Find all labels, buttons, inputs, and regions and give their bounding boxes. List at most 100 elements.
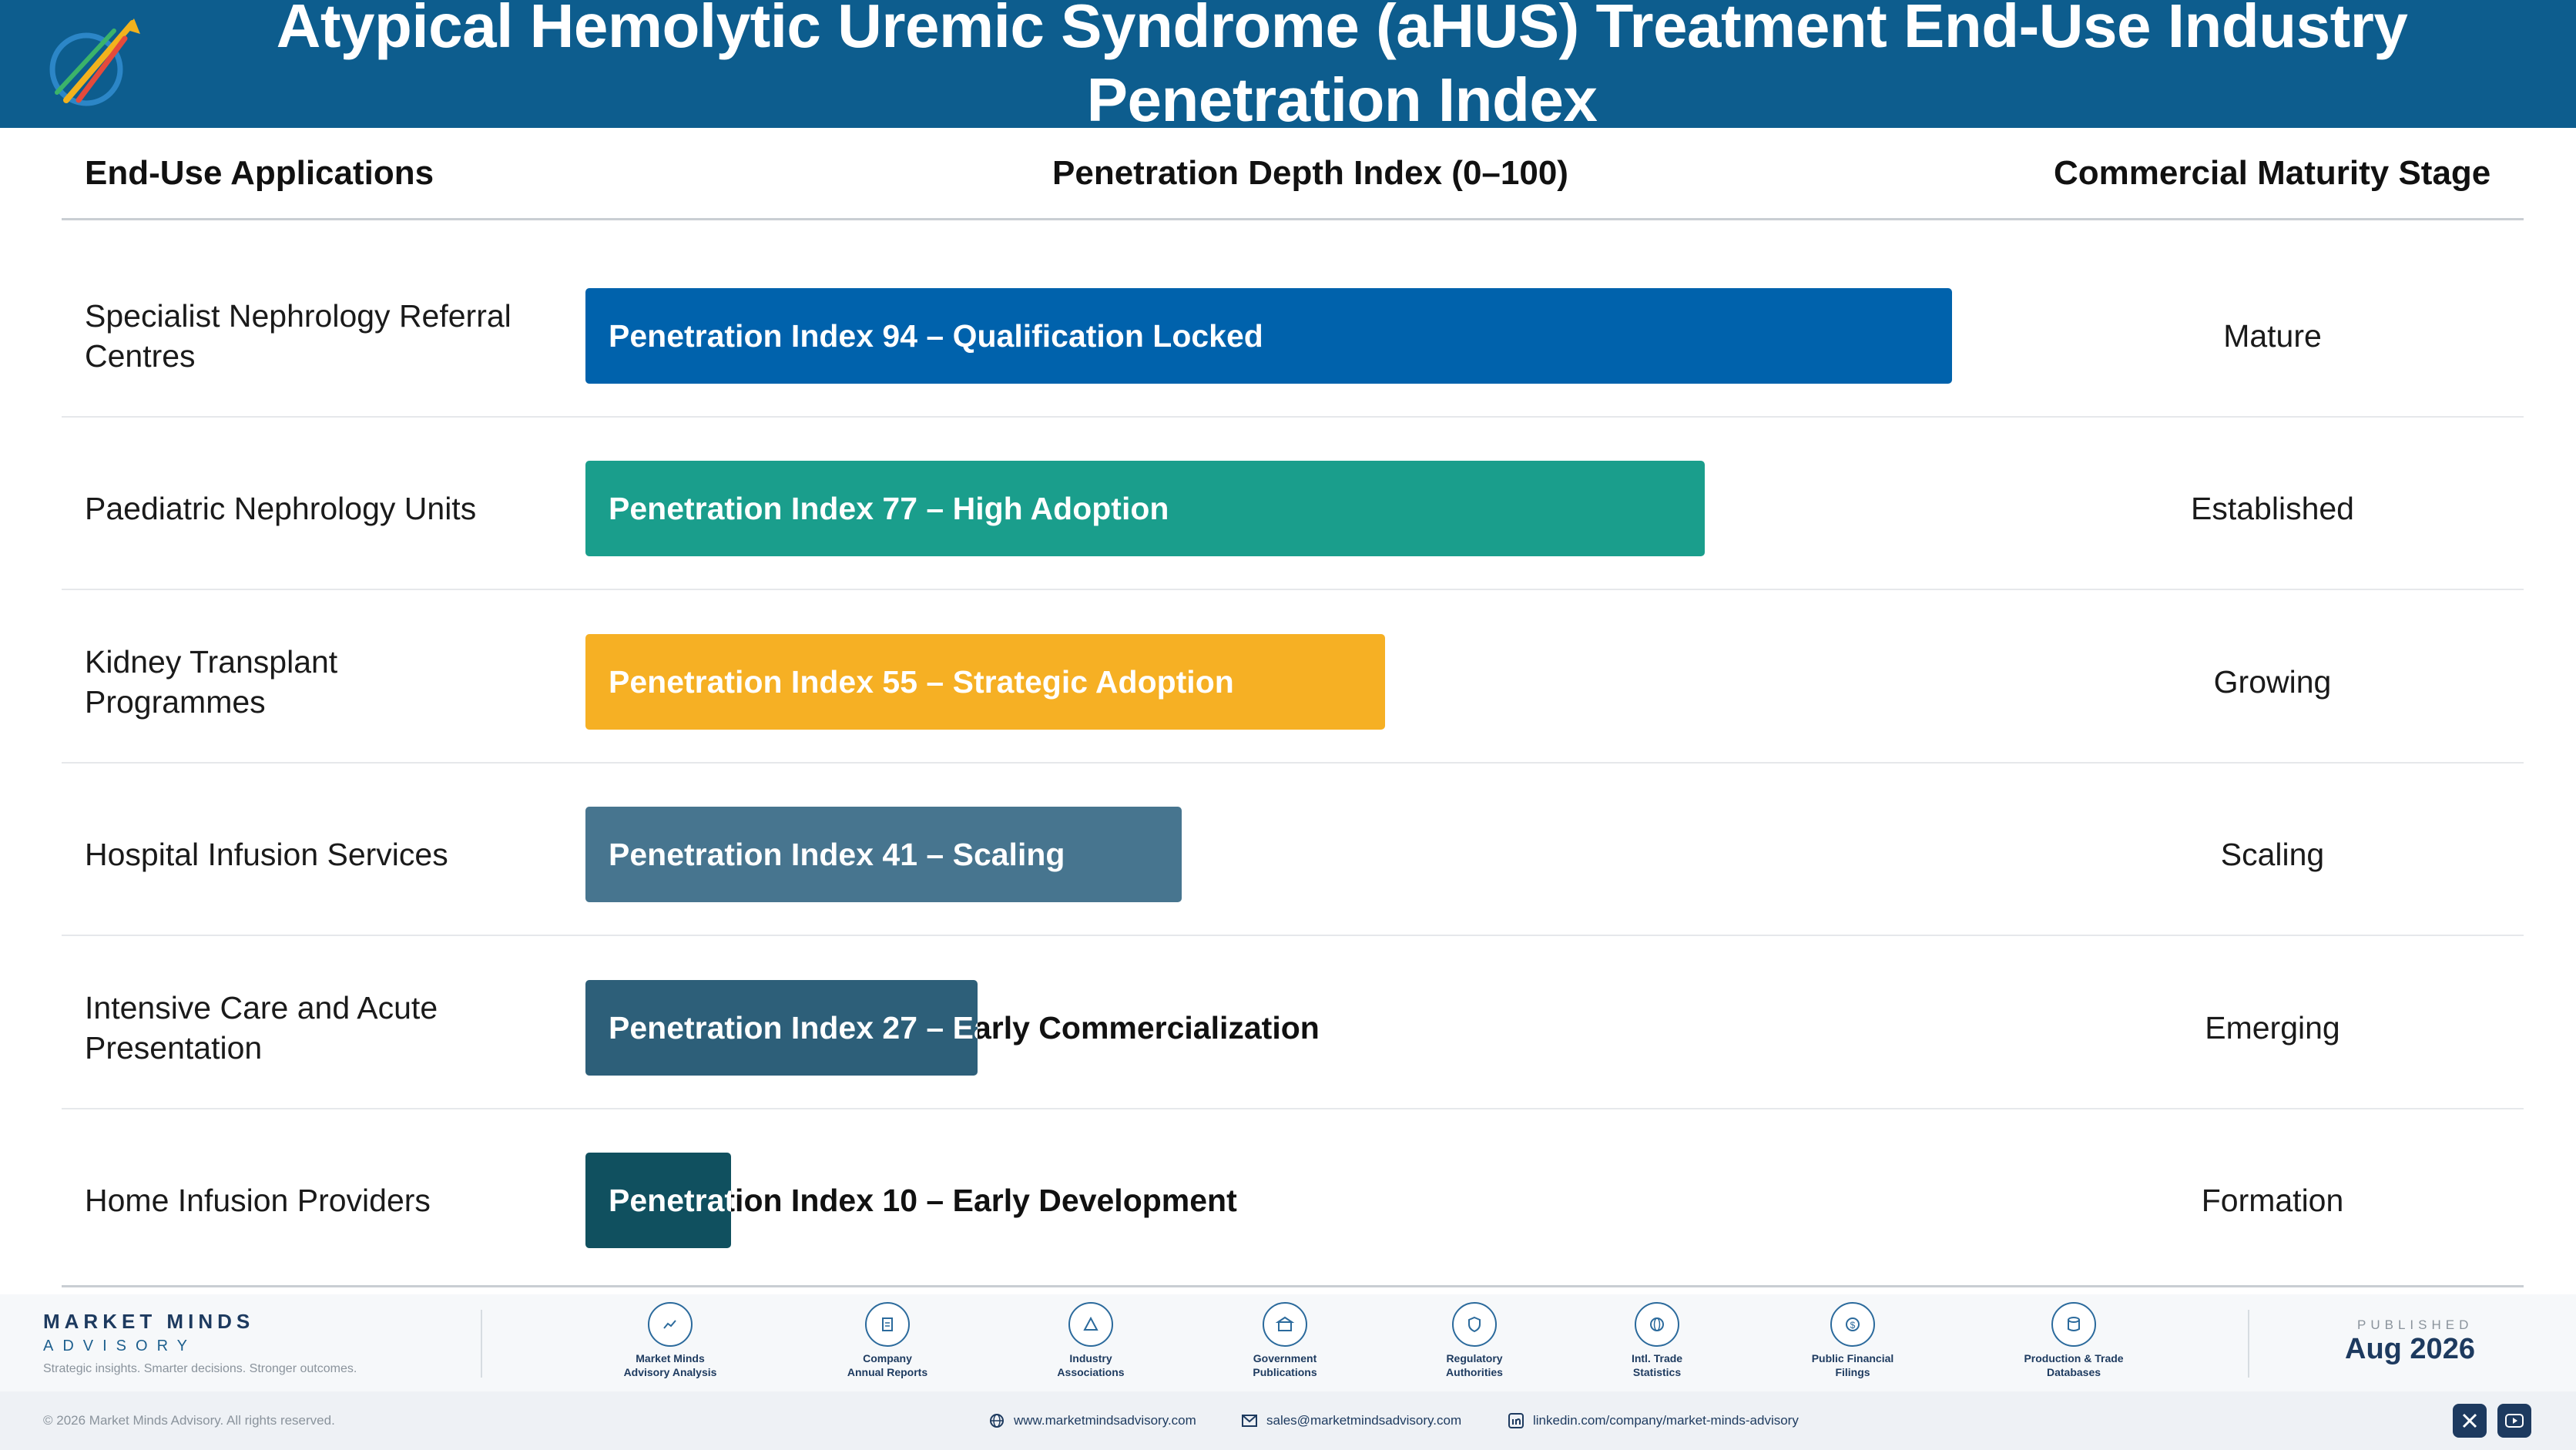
source-label-line1: Industry bbox=[1069, 1352, 1112, 1364]
category-label: Paediatric Nephrology Units bbox=[85, 491, 477, 526]
x-icon bbox=[2462, 1413, 2477, 1428]
column-header-applications: End-Use Applications bbox=[85, 154, 434, 192]
source-label-line2: Databases bbox=[2046, 1366, 2101, 1378]
email-text: sales@marketmindsadvisory.com bbox=[1266, 1413, 1462, 1428]
row-divider bbox=[62, 1108, 2524, 1109]
brand-tagline: Strategic insights. Smarter decisions. S… bbox=[43, 1362, 357, 1375]
category-label: Kidney Transplant Programmes bbox=[85, 644, 338, 720]
youtube-button[interactable] bbox=[2497, 1404, 2531, 1438]
bar-label: Penetration Index 94 – Qualification Loc… bbox=[609, 288, 1995, 384]
column-header-stage: Commercial Maturity Stage bbox=[2054, 154, 2491, 192]
footer-divider bbox=[481, 1310, 482, 1378]
website-link[interactable]: www.marketmindsadvisory.com bbox=[989, 1413, 1196, 1428]
linkedin-text: linkedin.com/company/market-minds-adviso… bbox=[1533, 1413, 1799, 1428]
source-label: Regulatory Authorities bbox=[1401, 1351, 1548, 1379]
published-label: PUBLISHED bbox=[2357, 1317, 2474, 1332]
page-title: Atypical Hemolytic Uremic Syndrome (aHUS… bbox=[276, 0, 2408, 134]
source-label-line2: Associations bbox=[1057, 1366, 1125, 1378]
maturity-stage: Established bbox=[2191, 490, 2354, 526]
svg-text:$: $ bbox=[1850, 1320, 1856, 1331]
bar-label: Penetration Index 55 – Strategic Adoptio… bbox=[609, 634, 1995, 730]
source-label-line2: Publications bbox=[1253, 1366, 1317, 1378]
source-label: Production & Trade Databases bbox=[2001, 1351, 2147, 1379]
bar bbox=[585, 634, 1385, 730]
logo bbox=[49, 18, 140, 106]
linkedin-icon bbox=[1508, 1413, 1524, 1428]
database-icon bbox=[2051, 1302, 2096, 1347]
bar bbox=[585, 288, 1952, 384]
source-item: Regulatory Authorities bbox=[1401, 1302, 1548, 1379]
globe-icon bbox=[990, 1414, 1004, 1428]
chart-line-icon bbox=[648, 1302, 693, 1347]
website-text: www.marketmindsadvisory.com bbox=[1014, 1413, 1196, 1428]
source-item: Market Minds Advisory Analysis bbox=[597, 1302, 743, 1379]
bar-label: Penetration Index 77 – High Adoption bbox=[609, 461, 1995, 556]
source-label-line1: Government bbox=[1253, 1352, 1317, 1364]
title-banner: Atypical Hemolytic Uremic Syndrome (aHUS… bbox=[0, 0, 2576, 134]
source-label-line1: Production & Trade bbox=[2024, 1352, 2124, 1364]
source-label-line2: Statistics bbox=[1632, 1366, 1682, 1378]
source-label-line2: Authorities bbox=[1446, 1366, 1503, 1378]
source-label-line1: Public Financial bbox=[1811, 1352, 1894, 1364]
source-item: Intl. Trade Statistics bbox=[1584, 1302, 1730, 1379]
category-label: Home Infusion Providers bbox=[85, 1183, 431, 1218]
row-divider bbox=[62, 762, 2524, 764]
bar bbox=[585, 1153, 731, 1248]
bar bbox=[585, 807, 1182, 902]
table-bottom-divider bbox=[62, 1285, 2524, 1287]
source-label-line1: Company bbox=[863, 1352, 912, 1364]
building-icon bbox=[1263, 1302, 1307, 1347]
shield-icon bbox=[1452, 1302, 1497, 1347]
linkedin-link[interactable]: linkedin.com/company/market-minds-adviso… bbox=[1508, 1413, 1799, 1428]
mail-icon bbox=[1242, 1415, 1257, 1427]
document-icon bbox=[865, 1302, 910, 1347]
brand-sub: ADVISORY bbox=[43, 1338, 196, 1354]
source-label: Public Financial Filings bbox=[1779, 1351, 1926, 1379]
bar-label: Penetration Index 27 – Early Commerciali… bbox=[609, 980, 1995, 1076]
row-divider bbox=[62, 935, 2524, 936]
source-item: $ Public Financial Filings bbox=[1779, 1302, 1926, 1379]
source-label: Industry Associations bbox=[1018, 1351, 1164, 1379]
dollar-icon: $ bbox=[1830, 1302, 1875, 1347]
published-date: Aug 2026 bbox=[2345, 1333, 2475, 1365]
maturity-stage: Emerging bbox=[2205, 1009, 2340, 1046]
bar-label: Penetration Index 41 – Scaling bbox=[609, 807, 1995, 902]
source-item: Company Annual Reports bbox=[814, 1302, 961, 1379]
category-label: Intensive Care and Acute Presentation bbox=[85, 990, 438, 1066]
source-label-line1: Market Minds bbox=[636, 1352, 705, 1364]
source-label: Company Annual Reports bbox=[814, 1351, 961, 1379]
row-divider bbox=[62, 416, 2524, 418]
x-social-button[interactable] bbox=[2453, 1404, 2487, 1438]
email-link[interactable]: sales@marketmindsadvisory.com bbox=[1242, 1413, 1461, 1428]
maturity-stage: Growing bbox=[2213, 663, 2332, 700]
source-label-line2: Filings bbox=[1835, 1366, 1870, 1378]
source-label-line1: Regulatory bbox=[1446, 1352, 1503, 1364]
source-item: Government Publications bbox=[1212, 1302, 1358, 1379]
row-divider bbox=[62, 589, 2524, 590]
maturity-stage: Formation bbox=[2201, 1182, 2344, 1218]
globe-icon bbox=[1635, 1302, 1679, 1347]
network-icon bbox=[1068, 1302, 1113, 1347]
bar-label: Penetration Index 10 – Early Development bbox=[609, 1153, 1995, 1248]
maturity-stage: Scaling bbox=[2220, 836, 2325, 872]
brand-name: MARKET MINDS bbox=[43, 1310, 255, 1333]
footer-bottom-bar bbox=[0, 1391, 2576, 1450]
maturity-stage: Mature bbox=[2223, 317, 2322, 354]
source-label: Market Minds Advisory Analysis bbox=[597, 1351, 743, 1379]
column-header-index: Penetration Depth Index (0–100) bbox=[1052, 154, 1568, 192]
category-label: Specialist Nephrology Referral Centres bbox=[85, 298, 512, 374]
bar bbox=[585, 980, 978, 1076]
source-label-line2: Advisory Analysis bbox=[623, 1366, 717, 1378]
copyright: © 2026 Market Minds Advisory. All rights… bbox=[43, 1413, 335, 1428]
source-item: Industry Associations bbox=[1018, 1302, 1164, 1379]
play-icon bbox=[2505, 1414, 2524, 1428]
footer-divider bbox=[2248, 1310, 2249, 1378]
category-label: Hospital Infusion Services bbox=[85, 837, 448, 872]
source-item: Production & Trade Databases bbox=[2001, 1302, 2147, 1379]
source-label-line1: Intl. Trade bbox=[1631, 1352, 1683, 1364]
source-label: Intl. Trade Statistics bbox=[1584, 1351, 1730, 1379]
source-label-line2: Annual Reports bbox=[847, 1366, 928, 1378]
header-divider bbox=[62, 218, 2524, 220]
bar bbox=[585, 461, 1705, 556]
source-label: Government Publications bbox=[1212, 1351, 1358, 1379]
